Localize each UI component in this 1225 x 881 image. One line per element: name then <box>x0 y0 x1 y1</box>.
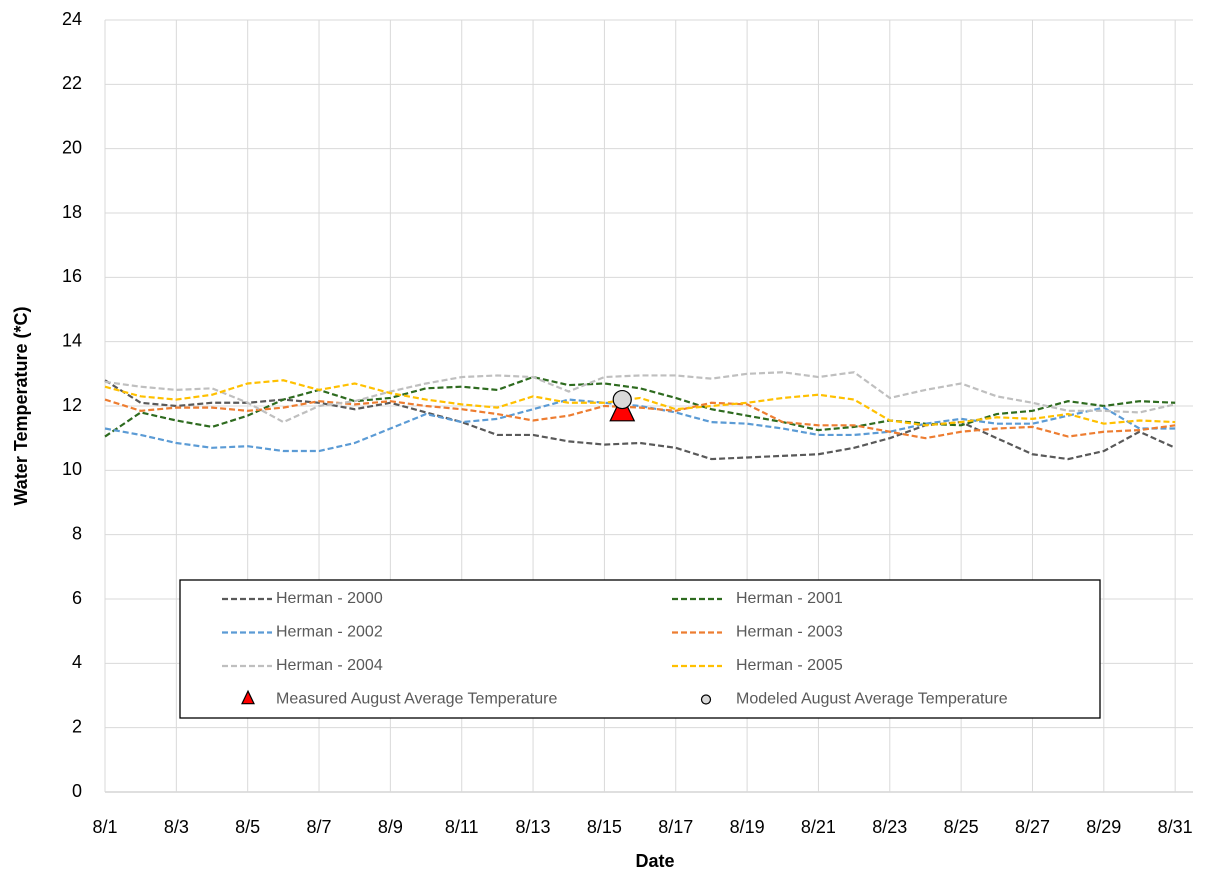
y-tick-label: 14 <box>62 330 82 350</box>
x-tick-label: 8/31 <box>1158 817 1193 837</box>
legend-label: Herman - 2001 <box>736 590 843 607</box>
series-line <box>104 379 1176 427</box>
y-tick-label: 0 <box>72 781 82 801</box>
x-tick-label: 8/19 <box>730 817 765 837</box>
x-tick-label: 8/13 <box>516 817 551 837</box>
legend-label: Herman - 2000 <box>276 590 383 607</box>
x-tick-label: 8/9 <box>378 817 403 837</box>
y-tick-label: 12 <box>62 395 82 415</box>
x-tick-label: 8/7 <box>307 817 332 837</box>
y-tick-label: 6 <box>72 588 82 608</box>
legend-label: Modeled August Average Temperature <box>736 691 1008 708</box>
y-tick-label: 20 <box>62 137 82 157</box>
y-tick-label: 4 <box>72 652 82 672</box>
series-line <box>104 398 1176 440</box>
x-tick-label: 8/29 <box>1086 817 1121 837</box>
y-tick-label: 18 <box>62 202 82 222</box>
y-tick-label: 24 <box>62 9 82 29</box>
x-tick-label: 8/21 <box>801 817 836 837</box>
y-tick-label: 16 <box>62 266 82 286</box>
legend-marker <box>241 689 255 705</box>
x-tick-label: 8/3 <box>164 817 189 837</box>
x-tick-label: 8/11 <box>445 817 479 837</box>
marker-circle <box>612 389 632 410</box>
x-tick-label: 8/23 <box>872 817 907 837</box>
x-axis-title: Date <box>635 851 674 871</box>
x-tick-label: 8/5 <box>235 817 260 837</box>
x-tick-label: 8/1 <box>92 817 117 837</box>
legend-label: Herman - 2002 <box>276 624 383 641</box>
x-tick-label: 8/25 <box>944 817 979 837</box>
legend-label: Measured August Average Temperature <box>276 691 557 708</box>
legend-label: Herman - 2004 <box>276 657 383 674</box>
y-tick-label: 22 <box>62 73 82 93</box>
x-tick-label: 8/15 <box>587 817 622 837</box>
y-tick-label: 10 <box>62 459 82 479</box>
y-tick-label: 2 <box>72 716 82 736</box>
series-line <box>104 398 1176 453</box>
series-line <box>104 379 1176 461</box>
legend-marker <box>700 694 712 705</box>
x-tick-label: 8/17 <box>658 817 693 837</box>
y-axis-title: Water Temperature (*C) <box>11 306 31 505</box>
y-tick-label: 8 <box>72 523 82 543</box>
legend-label: Herman - 2005 <box>736 657 843 674</box>
x-tick-label: 8/27 <box>1015 817 1050 837</box>
legend-box <box>179 579 1101 719</box>
series-line <box>104 375 1176 438</box>
legend-label: Herman - 2003 <box>736 624 843 641</box>
